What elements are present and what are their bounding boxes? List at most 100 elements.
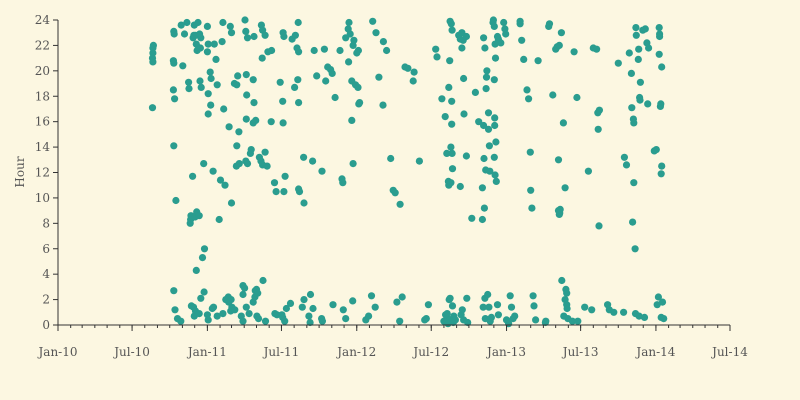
data-point bbox=[391, 189, 399, 197]
data-point bbox=[557, 29, 566, 37]
data-point bbox=[447, 143, 455, 151]
data-point bbox=[241, 16, 249, 24]
data-point bbox=[342, 315, 350, 323]
points-layer bbox=[148, 16, 668, 328]
data-point bbox=[365, 312, 373, 320]
data-point bbox=[200, 160, 208, 168]
data-point bbox=[203, 48, 211, 56]
data-point bbox=[218, 38, 226, 46]
data-point bbox=[657, 170, 665, 178]
data-point bbox=[339, 306, 347, 314]
data-point bbox=[213, 312, 221, 320]
data-point bbox=[348, 116, 356, 124]
y-tick-label: 10 bbox=[35, 191, 50, 205]
data-point bbox=[525, 95, 533, 103]
data-point bbox=[336, 46, 344, 55]
data-point bbox=[527, 186, 535, 194]
data-point bbox=[479, 303, 487, 311]
data-point bbox=[207, 101, 215, 109]
data-point bbox=[438, 95, 446, 103]
data-point bbox=[279, 97, 287, 105]
x-axis-ticks: Jan-10 Jul-10 Jan-11 Jul-11 Jan-12 Jul-12 Jan-… bbox=[36, 325, 748, 359]
data-point bbox=[195, 212, 203, 220]
data-point bbox=[568, 317, 577, 325]
data-point bbox=[306, 290, 315, 299]
data-point bbox=[655, 24, 663, 32]
data-point bbox=[300, 153, 308, 161]
data-point bbox=[247, 146, 255, 154]
data-point bbox=[640, 313, 649, 321]
data-point bbox=[243, 34, 252, 42]
data-point bbox=[446, 57, 454, 65]
data-point bbox=[500, 18, 508, 27]
data-point bbox=[259, 276, 267, 285]
data-point bbox=[263, 162, 271, 170]
data-point bbox=[177, 21, 185, 29]
data-point bbox=[354, 46, 362, 55]
data-point bbox=[291, 31, 299, 39]
y-tick-label: 6 bbox=[42, 242, 50, 256]
y-tick-label: 12 bbox=[35, 166, 50, 180]
data-point bbox=[170, 59, 178, 67]
data-point bbox=[526, 148, 534, 156]
data-point bbox=[185, 78, 193, 86]
data-point bbox=[215, 215, 223, 224]
data-point bbox=[295, 48, 303, 56]
data-point bbox=[225, 123, 233, 131]
data-point bbox=[545, 20, 554, 28]
y-tick-label: 20 bbox=[35, 64, 50, 78]
data-point bbox=[581, 303, 589, 311]
data-point bbox=[241, 284, 249, 292]
data-point bbox=[318, 167, 326, 175]
data-point bbox=[235, 128, 243, 136]
data-point bbox=[622, 161, 631, 169]
data-point bbox=[220, 105, 228, 113]
data-point bbox=[254, 315, 263, 323]
data-point bbox=[491, 171, 499, 179]
data-point bbox=[249, 76, 257, 84]
data-point bbox=[206, 68, 214, 76]
y-tick-label: 0 bbox=[42, 318, 50, 332]
data-point bbox=[460, 110, 468, 118]
data-point bbox=[448, 97, 456, 105]
data-point bbox=[227, 296, 235, 304]
data-point bbox=[491, 114, 499, 122]
data-point bbox=[310, 46, 318, 55]
data-point bbox=[294, 76, 302, 84]
data-point bbox=[463, 294, 471, 302]
data-point bbox=[502, 30, 510, 38]
x-tick-label: Jan-11 bbox=[186, 345, 227, 359]
data-point bbox=[379, 38, 387, 46]
data-point bbox=[629, 218, 637, 226]
data-point bbox=[281, 317, 289, 325]
data-point bbox=[448, 165, 457, 173]
data-point bbox=[216, 176, 225, 184]
data-point bbox=[243, 91, 251, 99]
data-point bbox=[242, 157, 250, 165]
data-point bbox=[448, 149, 456, 157]
data-point bbox=[485, 303, 493, 311]
data-point bbox=[226, 22, 234, 30]
data-point bbox=[204, 110, 212, 118]
data-point bbox=[245, 310, 253, 318]
data-point bbox=[464, 318, 472, 327]
data-point bbox=[485, 142, 493, 150]
x-tick-label: Jul-13 bbox=[561, 345, 599, 359]
data-point bbox=[658, 298, 667, 306]
data-point bbox=[196, 44, 204, 52]
data-point bbox=[320, 45, 328, 53]
data-point bbox=[276, 78, 284, 86]
data-point bbox=[482, 85, 490, 93]
data-point bbox=[354, 83, 362, 91]
data-point bbox=[203, 22, 211, 30]
data-point bbox=[198, 254, 207, 262]
data-point bbox=[486, 317, 494, 325]
data-point bbox=[478, 215, 486, 224]
data-point bbox=[475, 118, 483, 126]
data-point bbox=[480, 204, 488, 212]
data-point bbox=[295, 99, 303, 107]
data-point bbox=[641, 25, 649, 33]
data-point bbox=[295, 188, 304, 196]
data-point bbox=[258, 54, 266, 62]
data-point bbox=[242, 27, 250, 35]
